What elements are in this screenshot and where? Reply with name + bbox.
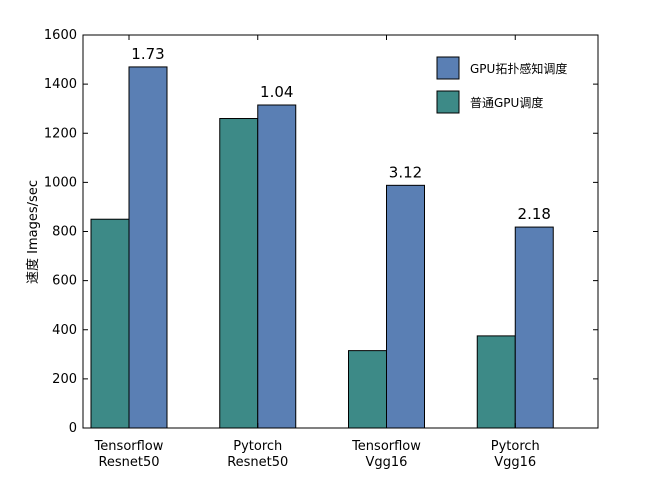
x-tick-label-1-1: Tensorflow	[94, 439, 164, 454]
data-label-1: 1.73	[131, 45, 164, 63]
data-label-4: 2.18	[518, 205, 551, 223]
y-axis-label: 速度 Images/sec	[25, 180, 41, 284]
bar-topology-3	[386, 184, 425, 429]
y-tick-label: 1000	[44, 175, 77, 190]
y-tick-label: 0	[69, 421, 77, 436]
legend-swatch-2	[436, 90, 460, 114]
y-tick-label: 1200	[44, 126, 77, 141]
bar-topology-4	[514, 226, 554, 429]
x-tick-label-2-1: Pytorch	[233, 439, 282, 454]
x-tick-label-1-2: Resnet50	[98, 455, 159, 470]
bar-baseline-4	[476, 335, 516, 429]
y-tick-label: 400	[52, 323, 77, 338]
y-tick-label: 600	[52, 274, 77, 289]
y-tick-label: 200	[52, 372, 77, 387]
x-tick-label-2-2: Resnet50	[227, 455, 288, 470]
bar-baseline-3	[348, 350, 387, 429]
x-tick-label-3-2: Vgg16	[366, 455, 408, 470]
x-tick-label-4-2: Vgg16	[494, 455, 536, 470]
bar-baseline-1	[90, 218, 130, 429]
legend-label-2: 普通GPU调度	[470, 95, 543, 110]
legend-swatch-1	[436, 56, 460, 80]
y-tick-label: 800	[52, 225, 77, 240]
bar-topology-2	[257, 104, 297, 429]
x-tick-label-3-1: Tensorflow	[351, 439, 421, 454]
y-tick-label: 1600	[44, 28, 77, 43]
data-label-2: 1.04	[260, 83, 293, 101]
bar-baseline-2	[219, 118, 259, 429]
x-tick-label-4-1: Pytorch	[491, 439, 540, 454]
legend-label-1: GPU拓扑感知调度	[470, 61, 567, 76]
bar-topology-1	[128, 66, 168, 429]
data-label-3: 3.12	[389, 163, 422, 181]
y-tick-label: 1400	[44, 77, 77, 92]
